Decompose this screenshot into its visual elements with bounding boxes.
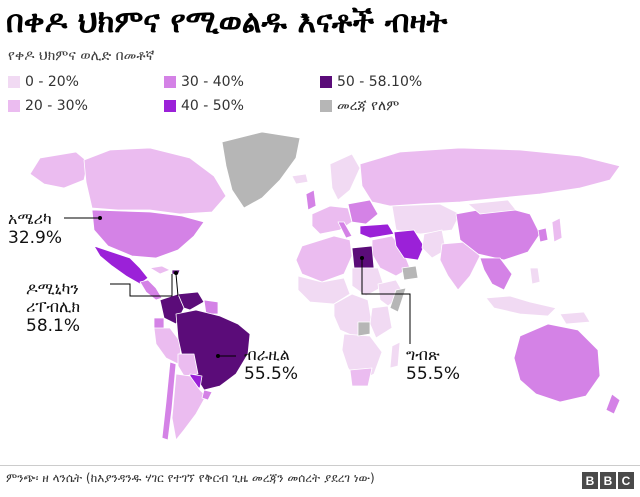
- region-south-africa: [349, 367, 373, 387]
- legend-item-0-20: 0 - 20%: [8, 72, 79, 92]
- callout-dominican-republic: ዶሚኒካን ሪፐብሊክ 58.1%: [26, 279, 81, 337]
- callout-egypt-value: 55.5%: [406, 364, 461, 384]
- region-arabia-no-data: [401, 265, 419, 281]
- region-venezuela: [177, 291, 205, 311]
- bbc-logo-letter: C: [618, 472, 634, 489]
- region-bolivia: [177, 353, 199, 377]
- legend-item-20-30: 20 - 30%: [8, 96, 88, 116]
- legend-label: 40 - 50%: [181, 98, 244, 114]
- region-philippines: [529, 267, 541, 285]
- legend-item-30-40: 30 - 40%: [164, 72, 244, 92]
- bbc-logo-letter: B: [600, 472, 616, 489]
- legend-swatch: [8, 100, 20, 112]
- marker-brazil: [216, 354, 220, 358]
- region-australia: [513, 323, 601, 403]
- bbc-logo-letter: B: [582, 472, 598, 489]
- callout-dominican-value: 58.1%: [26, 316, 81, 336]
- legend-label: 20 - 30%: [25, 98, 88, 114]
- callout-egypt: ግብጽ 55.5%: [406, 345, 461, 385]
- legend-label: 0 - 20%: [25, 74, 79, 90]
- legend-item-40-50: 40 - 50%: [164, 96, 244, 116]
- region-chile: [161, 361, 177, 441]
- region-sudan: [351, 267, 385, 297]
- region-italy: [337, 221, 353, 239]
- footer-divider: [0, 465, 640, 466]
- marker-dominican: [174, 271, 178, 275]
- region-mongolia: [467, 199, 517, 215]
- legend-subtitle: የቀዶ ህክምና ወሊድ በመቶኛ: [8, 48, 155, 64]
- region-central-asia: [391, 203, 461, 235]
- region-east-africa: [369, 305, 393, 339]
- region-caribbean: [149, 265, 171, 275]
- region-argentina: [171, 373, 207, 441]
- legend-label: 50 - 58.10%: [337, 74, 423, 90]
- region-alaska: [29, 151, 89, 189]
- region-canada: [83, 147, 227, 215]
- callout-brazil: ብራዚል 55.5%: [244, 345, 299, 385]
- region-russia: [359, 147, 621, 207]
- legend-swatch: [164, 100, 176, 112]
- region-uk: [305, 189, 317, 211]
- region-north-africa: [295, 235, 353, 283]
- region-korea: [537, 227, 549, 243]
- region-turkey: [359, 223, 395, 239]
- region-west-africa: [297, 275, 351, 305]
- callout-dominican-name-1: ዶሚኒካን: [26, 279, 79, 298]
- region-greenland: [221, 131, 301, 209]
- leader-egypt: [361, 258, 411, 344]
- legend-item-50-58: 50 - 58.10%: [320, 72, 422, 92]
- region-indonesia: [485, 295, 557, 317]
- region-africa-no-data: [357, 321, 371, 337]
- region-iceland: [291, 173, 309, 185]
- callout-usa-name: አሜሪካ: [8, 209, 52, 228]
- region-central-america: [139, 279, 163, 301]
- region-uruguay: [201, 389, 213, 401]
- legend-swatch: [320, 76, 332, 88]
- region-japan: [551, 217, 563, 243]
- region-madagascar: [389, 341, 401, 369]
- region-south-asia-west: [421, 229, 447, 259]
- marker-usa: [98, 216, 102, 220]
- leader-dominican: [110, 274, 173, 297]
- legend-swatch: [8, 76, 20, 88]
- region-mexico: [93, 245, 149, 285]
- region-guianas: [203, 299, 219, 315]
- callout-brazil-name: ብራዚል: [244, 345, 290, 364]
- leader-dominican-dot: [175, 273, 179, 297]
- legend-label: 30 - 40%: [181, 74, 244, 90]
- region-iran: [393, 229, 425, 261]
- legend-swatch: [164, 76, 176, 88]
- region-new-zealand: [605, 393, 621, 415]
- page-title: በቀዶ ህክምና የሚወልዱ እናቶች ብዛት: [6, 4, 448, 40]
- region-papua-new-guinea: [559, 311, 591, 325]
- callout-egypt-name: ግብጽ: [406, 345, 440, 364]
- world-map: [0, 118, 640, 458]
- callout-usa-value: 32.9%: [8, 228, 63, 248]
- bbc-logo: B B C: [582, 472, 634, 489]
- region-eastern-europe: [347, 199, 379, 225]
- legend-label: መረጃ የለም: [337, 98, 400, 114]
- legend: 0 - 20% 20 - 30% 30 - 40% 40 - 50% 50 - …: [8, 72, 608, 118]
- source-note: ምንጭ፡ ዘ ላንሴት (ከእያንዳንዱ ሃገር የተገኘ የቅርብ ጊዜ መረ…: [6, 471, 375, 485]
- region-southeast-asia: [479, 257, 513, 291]
- legend-swatch: [320, 100, 332, 112]
- callout-dominican-name-2: ሪፐብሊክ: [26, 297, 81, 316]
- marker-egypt: [360, 256, 364, 260]
- region-scandinavia: [329, 153, 361, 201]
- callout-brazil-value: 55.5%: [244, 364, 299, 384]
- region-usa: [91, 209, 205, 259]
- callout-usa: አሜሪካ 32.9%: [8, 209, 63, 249]
- legend-item-no-data: መረጃ የለም: [320, 96, 399, 116]
